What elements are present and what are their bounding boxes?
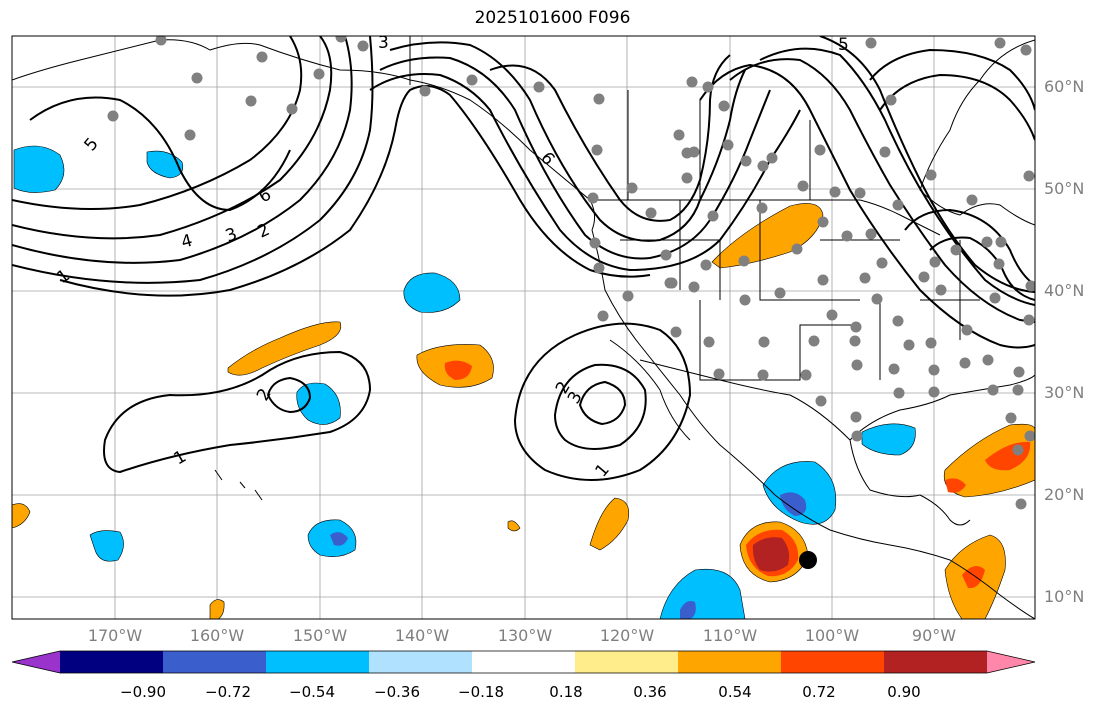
lon-label: 140°W: [394, 626, 450, 645]
contour-label: 3: [378, 33, 389, 53]
negative-blob: [296, 382, 341, 425]
colorbar-label: −0.54: [289, 683, 335, 701]
lon-label: 120°W: [599, 626, 655, 645]
colorbar-outline: [11, 650, 1036, 674]
colorbar-label: −0.90: [120, 683, 166, 701]
positive-blob: [12, 503, 31, 529]
lat-label: 40°N: [1044, 281, 1085, 300]
negative-blob: [762, 461, 837, 525]
lon-label: 150°W: [292, 626, 348, 645]
lat-label: 50°N: [1044, 179, 1085, 198]
colorbar-bin: [163, 651, 267, 673]
contour-label: 5: [838, 35, 849, 55]
map-background: [12, 36, 1035, 619]
positive-core: [945, 478, 966, 493]
colorbar-extend-max: [987, 651, 1035, 673]
positive-blob: [711, 203, 824, 269]
lat-label: 30°N: [1044, 383, 1085, 402]
colorbar-bin: [781, 651, 885, 673]
storm-center-marker: [799, 551, 817, 569]
negative-core: [680, 601, 696, 619]
colorbar-label: −0.18: [458, 683, 504, 701]
negative-core: [330, 532, 348, 546]
colorbar-extend-min: [12, 651, 60, 673]
colorbar-bin: [678, 651, 782, 673]
lat-label: 60°N: [1044, 77, 1085, 96]
lon-label: 110°W: [702, 626, 758, 645]
positive-core: [752, 537, 790, 572]
positive-blob: [227, 321, 342, 376]
positive-blob: [589, 497, 629, 551]
lon-label: 160°W: [189, 626, 245, 645]
colorbar-bin: [472, 651, 576, 673]
lon-label: 170°W: [87, 626, 143, 645]
positive-core: [444, 360, 472, 380]
colorbar-label: 0.54: [718, 683, 752, 701]
negative-blob: [13, 145, 65, 193]
colorbar: [11, 650, 1036, 674]
negative-blob: [89, 530, 124, 562]
lat-label: 20°N: [1044, 485, 1085, 504]
negative-blob: [861, 423, 916, 456]
colorbar-label: 0.90: [887, 683, 921, 701]
lon-label: 90°W: [911, 626, 957, 645]
lon-label: 130°W: [497, 626, 553, 645]
lon-label: 100°W: [804, 626, 860, 645]
map-title: 2025101600 F096: [474, 8, 631, 28]
colorbar-label: −0.72: [205, 683, 251, 701]
map-frame: [11, 35, 1036, 620]
colorbar-label: −0.36: [374, 683, 420, 701]
colorbar-label: 0.72: [802, 683, 836, 701]
colorbar-bin: [266, 651, 370, 673]
colorbar-bin: [575, 651, 679, 673]
colorbar-bin: [884, 651, 988, 673]
lat-label: 10°N: [1044, 587, 1085, 606]
coastlines: [12, 36, 1035, 619]
negative-blob: [659, 568, 746, 619]
station-markers: [107, 36, 1035, 510]
colorbar-label: 0.36: [633, 683, 667, 701]
colorbar-label: 0.18: [549, 683, 583, 701]
negative-core: [780, 492, 807, 516]
colorbar-bin: [60, 651, 164, 673]
negative-blob: [403, 272, 461, 313]
contour-label: 4: [179, 231, 195, 253]
positive-blob: [507, 520, 521, 532]
colorbar-bin: [369, 651, 473, 673]
positive-blob: [209, 599, 225, 619]
